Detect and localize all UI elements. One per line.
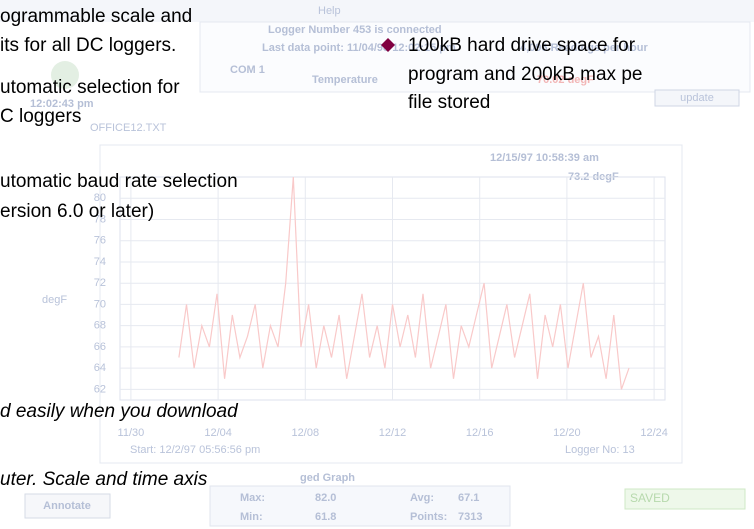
x-tick-label: 12/04 xyxy=(204,427,232,439)
y-tick-label: 64 xyxy=(94,362,106,374)
bullet-line: program and 200kB max pe xyxy=(408,64,642,85)
max-label: Max: xyxy=(240,492,265,504)
max-value: 82.0 xyxy=(315,492,336,504)
logger-no: Logger No: 13 xyxy=(565,444,635,456)
bullet-line: file stored xyxy=(408,92,490,113)
avg-label: Avg: xyxy=(410,492,434,504)
points-label: Points: xyxy=(410,511,447,523)
min-value: 61.8 xyxy=(315,511,336,523)
avg-value: 67.1 xyxy=(458,492,479,504)
slide-line: its for all DC loggers. xyxy=(0,35,176,56)
screenshot: Help Logger Number 453 is connected Last… xyxy=(0,0,754,529)
slide-italic-line: d easily when you download xyxy=(0,401,239,422)
y-tick-label: 70 xyxy=(94,298,106,310)
points-value: 7313 xyxy=(458,511,482,523)
x-tick-label: 12/08 xyxy=(292,427,320,439)
channel: Temperature xyxy=(312,74,378,86)
y-tick-label: 62 xyxy=(94,383,106,395)
start: Start: 12/2/97 05:56:56 pm xyxy=(130,444,260,456)
file-name: OFFICE12.TXT xyxy=(90,122,167,134)
y-tick-label: 74 xyxy=(94,256,106,268)
slide-line: ogrammable scale and xyxy=(0,6,192,27)
x-tick-label: 12/12 xyxy=(379,427,407,439)
slide-line: C loggers xyxy=(0,106,81,127)
panel-title: ged Graph xyxy=(300,472,355,484)
y-tick-label: 72 xyxy=(94,277,106,289)
slide-line: utomatic selection for xyxy=(0,77,180,98)
y-tick-label: 66 xyxy=(94,341,106,353)
port: COM 1 xyxy=(230,64,265,76)
min-label: Min: xyxy=(240,511,263,523)
y-axis-label: degF xyxy=(42,294,67,306)
y-tick-label: 68 xyxy=(94,320,106,332)
slide-line: utomatic baud rate selection xyxy=(0,171,238,192)
menu-help[interactable]: Help xyxy=(318,5,341,17)
bullet-line: 100kB hard drive space for xyxy=(408,35,636,56)
y-tick-label: 76 xyxy=(94,235,106,247)
slide-line: ersion 6.0 or later) xyxy=(0,201,154,222)
x-tick-label: 12/20 xyxy=(553,427,581,439)
update-label[interactable]: update xyxy=(680,92,714,104)
slide-italic-line: uter. Scale and time axis xyxy=(0,469,208,490)
annotate-label[interactable]: Annotate xyxy=(43,500,91,512)
saved: SAVED xyxy=(630,491,670,505)
cursor-time: 12/15/97 10:58:39 am xyxy=(490,152,599,164)
x-tick-label: 11/30 xyxy=(118,427,145,439)
x-tick-label: 12/24 xyxy=(640,427,668,439)
x-tick-label: 12/16 xyxy=(466,427,494,439)
